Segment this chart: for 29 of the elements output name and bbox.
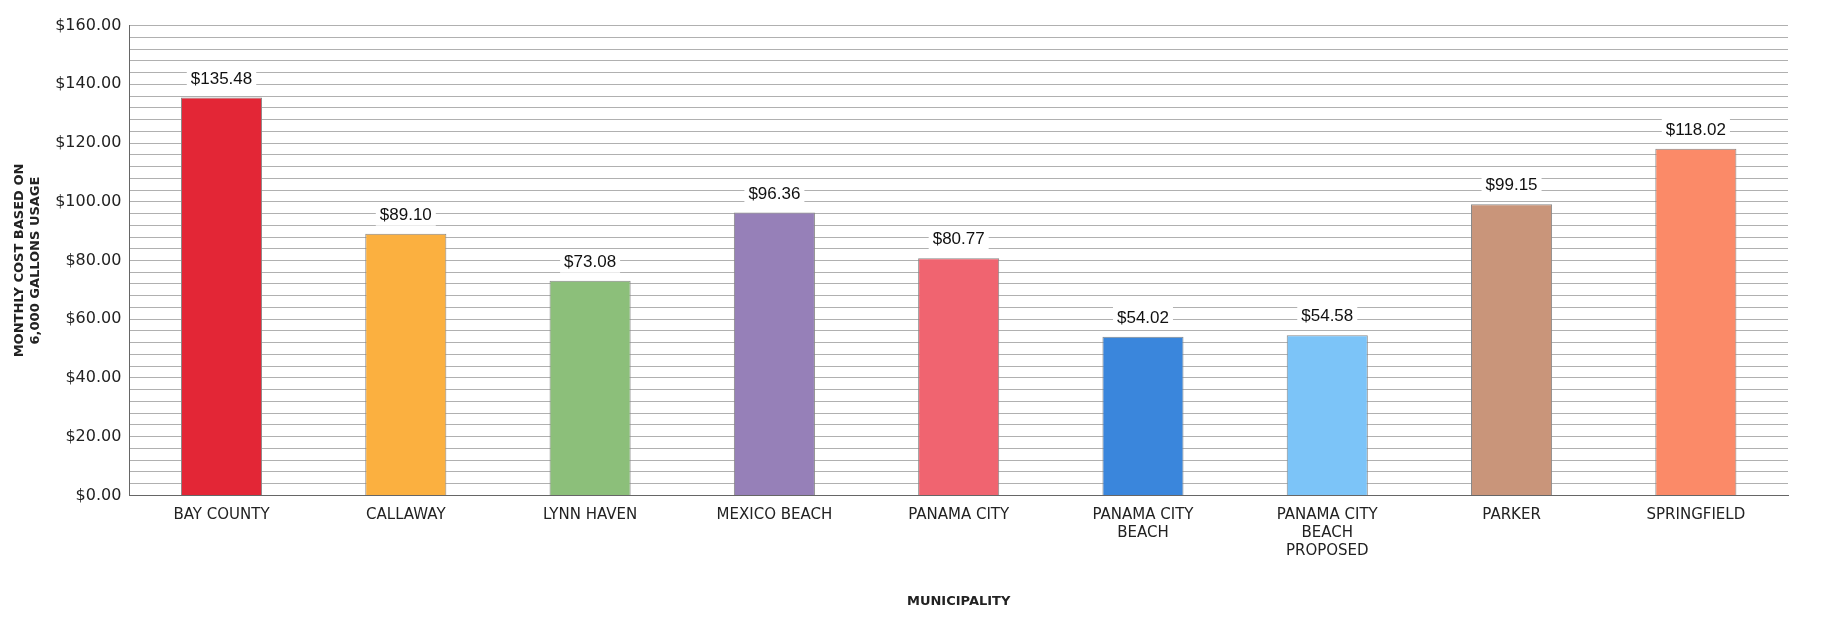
y-tick-label: $20.00 (65, 425, 122, 445)
data-label: $54.58 (1301, 306, 1354, 326)
x-tick-label: SPRINGFIELD (1646, 505, 1746, 524)
x-tick-label: PANAMA CITY BEACH (1092, 505, 1195, 542)
x-tick-label: PANAMA CITY (908, 505, 1011, 524)
x-tick-label: CALLAWAY (366, 505, 447, 524)
y-tick-label: $60.00 (65, 308, 122, 328)
x-tick-label: PARKER (1482, 505, 1541, 524)
data-label: $73.08 (564, 252, 617, 272)
data-label: $54.02 (1116, 307, 1169, 327)
x-tick-label: PANAMA CITY BEACH PROPOSED (1276, 505, 1379, 560)
y-tick-label: $160.00 (55, 14, 122, 34)
y-tick-label: $80.00 (65, 249, 122, 269)
y-tick-label: $100.00 (55, 190, 122, 210)
data-label: $99.15 (1485, 175, 1538, 195)
y-tick-label: $120.00 (55, 132, 122, 152)
x-tick-label: LYNN HAVEN (542, 505, 638, 524)
data-label: $89.10 (379, 204, 432, 224)
y-tick-label: $0.00 (75, 484, 122, 504)
x-axis-title: MUNICIPALITY (906, 592, 1011, 608)
y-tick-label: $140.00 (55, 73, 122, 93)
y-tick-label: $40.00 (65, 367, 122, 387)
data-label: $135.48 (190, 68, 253, 88)
y-axis-title: MONTHLY COST BASED ON 6,000 GALLONS USAGE (11, 163, 42, 358)
x-tick-label: MEXICO BEACH (716, 505, 833, 524)
x-tick-label: BAY COUNTY (173, 505, 271, 524)
data-label: $80.77 (932, 229, 985, 249)
data-label: $96.36 (748, 183, 801, 203)
data-label: $118.02 (1665, 120, 1726, 140)
